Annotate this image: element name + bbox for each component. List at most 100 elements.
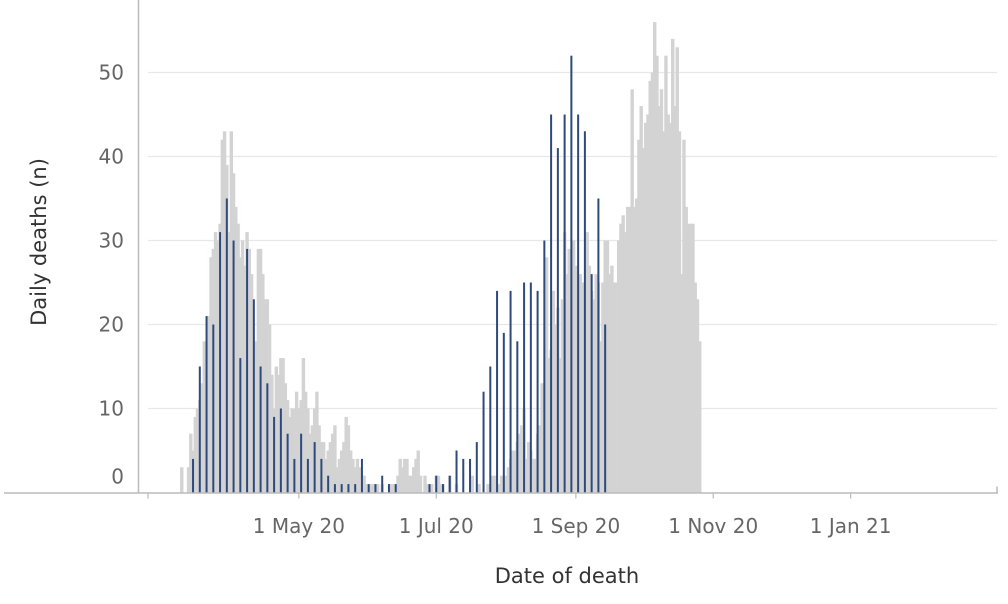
daily-bar [371,484,375,493]
y-tick-label: 0 [111,465,124,489]
daily-bar [227,232,231,493]
weekly-marker [583,131,586,493]
daily-bar [686,223,691,493]
y-axis-title: Daily deaths (n) [27,158,51,326]
daily-bar [283,383,288,493]
weekly-marker [597,198,600,493]
axes [4,0,998,494]
daily-bar [330,433,335,493]
daily-bar [621,215,625,493]
daily-bar [243,265,247,493]
daily-bar [567,248,571,493]
weekly-marker [239,358,242,493]
daily-bar [680,274,684,493]
daily-bar [202,341,206,493]
weekly-marker [198,366,201,493]
daily-bar [389,484,393,493]
daily-bar [691,223,695,493]
daily-bar [189,433,193,493]
daily-bar [682,139,686,493]
daily-bar [193,416,197,493]
weekly-marker [590,274,593,493]
weekly-marker [279,408,282,493]
daily-bar [207,316,211,493]
daily-bar [538,425,542,493]
daily-bar [342,442,346,493]
daily-bar [236,223,240,493]
weekly-marker [192,458,195,493]
weekly-marker [306,458,309,493]
daily-bar [652,22,657,493]
daily-bar [499,475,504,493]
daily-bar [673,106,677,493]
daily-bar [574,265,578,493]
daily-bar [337,458,342,493]
daily-bar [623,232,628,493]
daily-bar [195,408,200,493]
daily-bar [391,484,396,493]
daily-bar [294,391,299,493]
daily-bar [357,467,362,493]
y-tick-label: 30 [99,229,124,253]
y-tick-label: 10 [99,397,124,421]
weekly-marker [374,484,377,493]
daily-bar [490,475,495,493]
weekly-marker [469,458,472,493]
daily-bar [693,282,697,493]
daily-bar [641,148,646,493]
daily-bar [598,341,603,493]
daily-bar [551,290,556,493]
daily-bar [423,475,427,493]
daily-bar [290,408,294,493]
daily-bar [547,358,551,493]
x-tick-label: 1 Jul 20 [399,514,474,538]
daily-bar [353,467,357,493]
weekly-marker [570,55,573,493]
y-tick-labels: 0 10 20 30 40 50 [99,61,124,489]
daily-bar [240,240,245,493]
daily-bar [324,458,328,493]
daily-bar [436,475,441,493]
weekly-marker [347,484,350,493]
daily-bar [630,89,634,493]
daily-bar [396,475,400,493]
daily-bar [425,484,429,493]
daily-bar [655,55,659,493]
daily-bar [418,475,423,493]
daily-bar [671,38,675,493]
weekly-marker [448,475,451,493]
daily-bar [416,450,420,493]
daily-bar [234,206,238,493]
daily-bar [186,467,191,493]
daily-bar [511,450,515,493]
weekly-marker [252,299,255,493]
daily-bar [558,358,562,493]
weekly-marker [556,148,559,493]
daily-bar [209,257,213,493]
daily-bar [315,391,319,493]
daily-bar [643,122,648,493]
daily-bar [632,206,637,493]
weekly-marker [246,248,249,493]
weekly-marker [340,484,343,493]
weekly-marker [435,475,438,493]
daily-bar [414,458,418,493]
daily-bar [297,408,301,493]
daily-bar [288,416,292,493]
weekly-marker [225,198,228,493]
daily-bar [504,475,508,493]
daily-bar [400,467,405,493]
daily-bar [274,366,279,493]
daily-bar [407,475,411,493]
weekly-marker [462,458,465,493]
daily-bar [650,72,655,493]
weekly-marker [259,366,262,493]
daily-bar [513,450,517,493]
daily-bar [486,484,490,493]
daily-bar [605,240,610,493]
daily-bar [180,467,184,493]
daily-bar [301,358,306,493]
x-axis-title: Date of death [495,564,639,588]
daily-bar [533,458,538,493]
